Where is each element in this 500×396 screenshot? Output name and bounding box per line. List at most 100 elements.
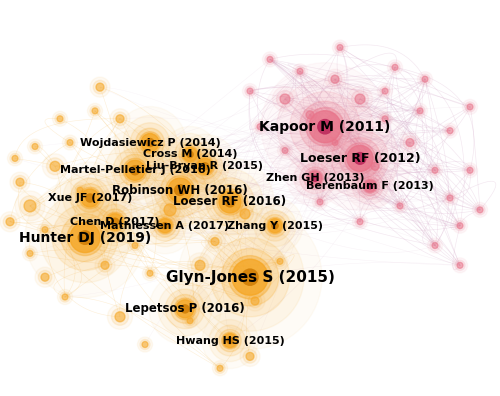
Circle shape [181,142,229,190]
Circle shape [457,223,463,229]
Circle shape [205,232,225,251]
Circle shape [378,111,392,126]
Circle shape [63,171,117,225]
Circle shape [40,225,50,235]
Circle shape [158,282,212,336]
Circle shape [139,132,161,153]
Circle shape [113,112,127,126]
Circle shape [445,126,455,136]
Circle shape [22,246,38,261]
Circle shape [277,258,283,265]
Circle shape [332,40,347,55]
Circle shape [455,221,465,231]
Circle shape [40,192,130,283]
Circle shape [3,215,17,228]
Circle shape [219,329,241,352]
Circle shape [0,212,20,232]
Circle shape [306,111,314,119]
Circle shape [144,154,216,226]
Circle shape [290,91,360,162]
Circle shape [418,72,432,87]
Circle shape [225,197,235,207]
Circle shape [50,161,60,171]
Circle shape [215,363,225,373]
Circle shape [174,185,186,196]
Circle shape [321,120,399,197]
Circle shape [390,62,400,72]
Circle shape [138,337,152,352]
Circle shape [108,304,132,329]
Circle shape [309,111,341,143]
Circle shape [20,196,40,216]
Circle shape [318,120,332,134]
Circle shape [160,200,180,220]
Circle shape [192,257,208,274]
Text: Zhen GH (2013): Zhen GH (2013) [266,173,364,183]
Circle shape [182,313,198,328]
Circle shape [465,165,475,175]
Circle shape [38,222,52,237]
Circle shape [262,52,278,67]
Circle shape [170,295,200,323]
Circle shape [282,147,288,154]
Circle shape [430,240,440,251]
Circle shape [174,139,206,170]
Circle shape [254,205,296,247]
Circle shape [110,109,130,129]
Circle shape [136,128,164,157]
Circle shape [166,176,194,204]
Circle shape [112,308,128,325]
Circle shape [457,262,463,268]
Circle shape [354,152,366,164]
Circle shape [328,72,342,86]
Circle shape [272,223,278,229]
Circle shape [41,273,49,281]
Circle shape [130,123,170,162]
Circle shape [196,223,304,331]
Circle shape [30,141,40,152]
Circle shape [112,218,118,225]
Circle shape [13,175,27,189]
Circle shape [417,108,423,114]
Circle shape [255,122,265,132]
Circle shape [325,69,345,89]
Circle shape [125,160,145,180]
Circle shape [142,266,158,281]
Circle shape [266,217,283,234]
Circle shape [155,195,185,225]
Text: Martel-Pelletier J (2016): Martel-Pelletier J (2016) [60,165,210,175]
Circle shape [360,177,380,196]
Circle shape [245,291,265,311]
Text: Zhang Y (2015): Zhang Y (2015) [227,221,323,231]
Text: Berenbaum F (2013): Berenbaum F (2013) [306,181,434,191]
Circle shape [248,294,262,308]
Circle shape [147,270,153,276]
Circle shape [181,305,189,313]
Circle shape [25,248,35,259]
Circle shape [132,242,138,249]
Circle shape [222,332,238,349]
Circle shape [62,294,68,300]
Circle shape [406,139,414,147]
Circle shape [130,166,140,175]
Text: Liu-Bryan R (2015): Liu-Bryan R (2015) [146,161,264,171]
Circle shape [15,191,45,221]
Circle shape [195,260,205,270]
Text: Chen D (2017): Chen D (2017) [70,217,160,227]
Circle shape [428,163,442,178]
Circle shape [206,178,254,226]
Circle shape [430,165,440,175]
Circle shape [65,137,75,148]
Circle shape [335,42,345,53]
Circle shape [188,149,222,184]
Text: Wojdasiewicz P (2014): Wojdasiewicz P (2014) [80,137,220,148]
Circle shape [161,171,199,209]
Circle shape [52,205,118,270]
Circle shape [432,167,438,173]
Circle shape [16,178,24,186]
Circle shape [58,289,72,305]
Circle shape [332,139,338,146]
Circle shape [52,111,68,126]
Circle shape [277,79,373,175]
Circle shape [12,155,18,162]
